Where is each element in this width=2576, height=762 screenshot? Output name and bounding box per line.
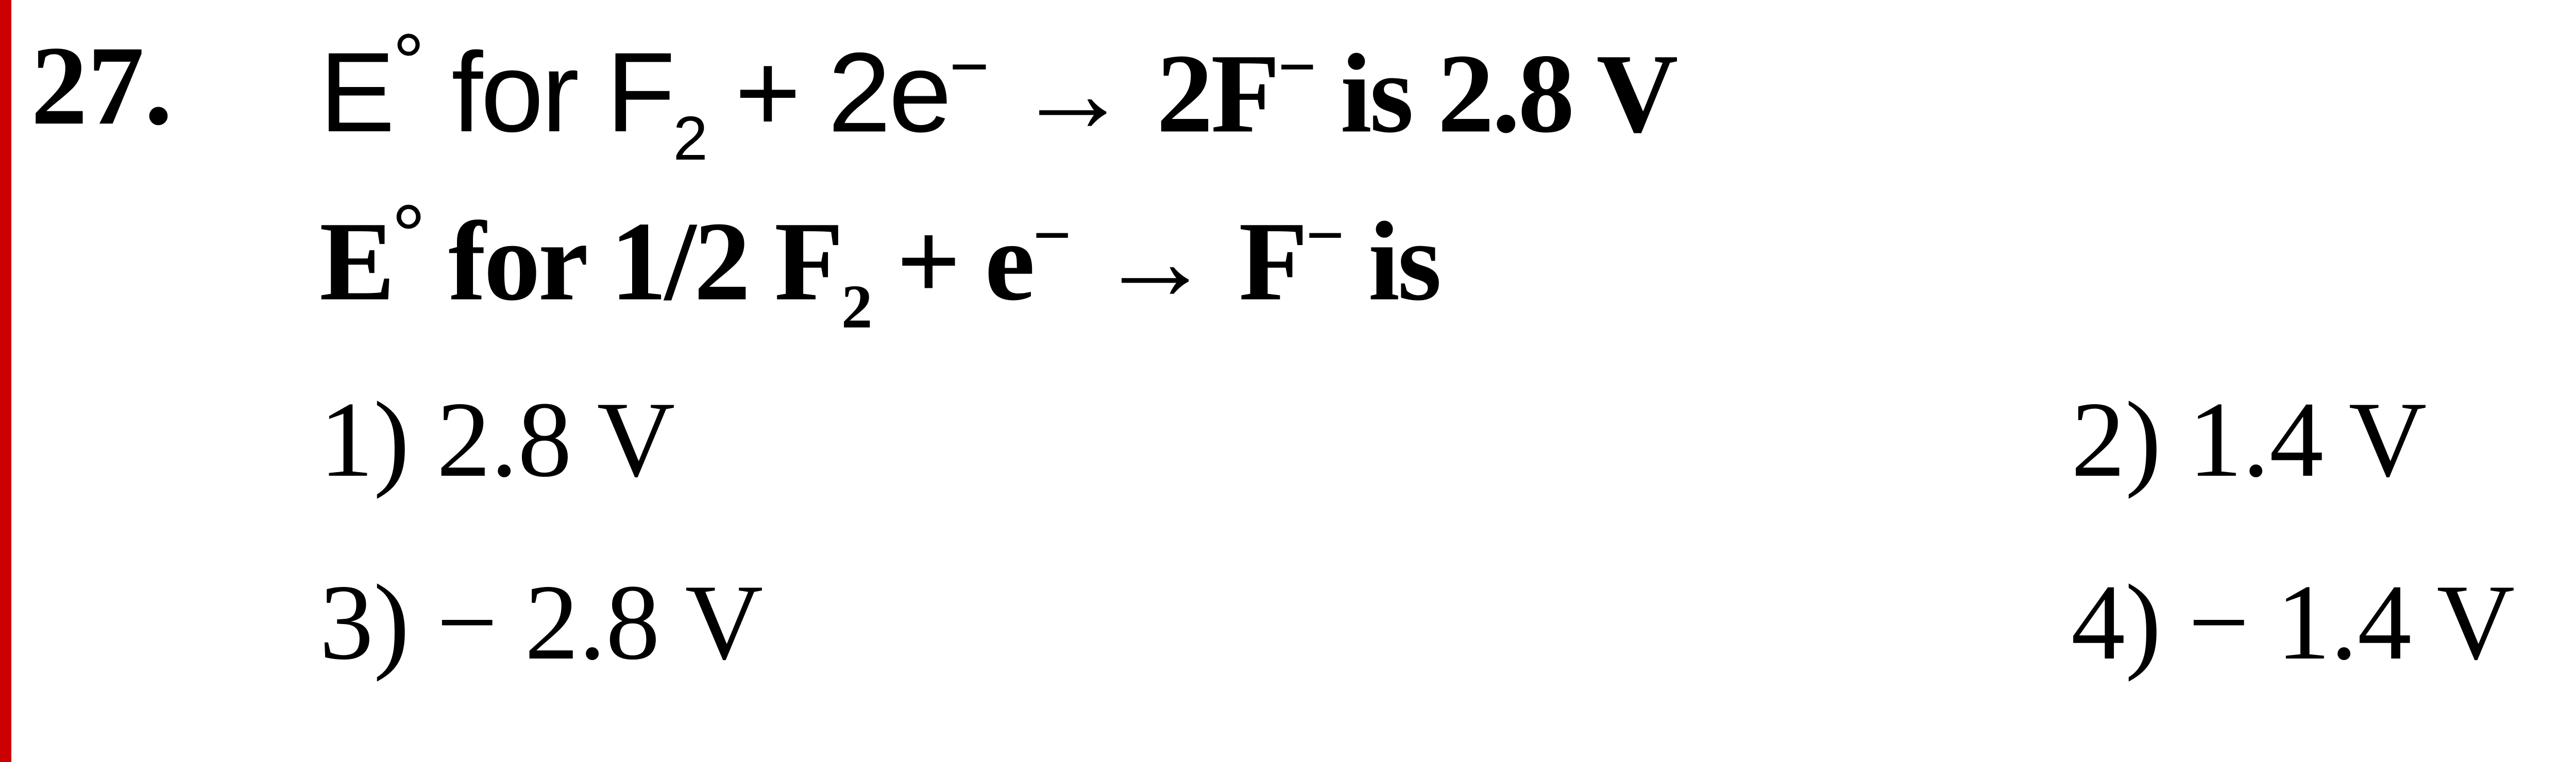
question-page: 27. E° for F2 + 2e− → 2F− is 2.8 V E° fo… bbox=[0, 0, 2576, 762]
line2-after-arrow-prefix: F bbox=[1239, 199, 1306, 324]
line1-after-arrow-sup: − bbox=[1278, 29, 1314, 105]
line2-after-arrow-sup: − bbox=[1306, 197, 1342, 273]
line1-mid: + 2e bbox=[705, 29, 949, 155]
line2-sup-minus: − bbox=[1033, 197, 1070, 273]
line2-sub-2: 2 bbox=[841, 272, 870, 341]
question-number: 27. bbox=[31, 21, 319, 151]
question-line-2-text: E° for 1/2 F2 + e− → F− is bbox=[319, 189, 1439, 338]
option-4: 4) − 1.4 V bbox=[2071, 542, 2515, 704]
question-line-2: E° for 1/2 F2 + e− → F− is bbox=[31, 189, 2576, 338]
question-line-1: 27. E° for F2 + 2e− → 2F− is 2.8 V bbox=[31, 21, 2576, 169]
line1-tail: is 2.8 V bbox=[1314, 30, 1676, 156]
line2-prefix: E bbox=[319, 199, 393, 324]
line2-mid: + e bbox=[870, 199, 1032, 324]
question-line-1-text: E° for F2 + 2e− → 2F− is 2.8 V bbox=[319, 21, 1676, 169]
options-row-1: 1) 2.8 V 2) 1.4 V bbox=[31, 359, 2576, 521]
line2-tail: is bbox=[1342, 199, 1439, 324]
option-1: 1) 2.8 V bbox=[319, 359, 2071, 521]
line1-sub-2: 2 bbox=[673, 103, 706, 173]
option-2: 2) 1.4 V bbox=[2071, 359, 2427, 521]
line1-arrow: → bbox=[987, 29, 1157, 155]
line1-sup-minus: − bbox=[950, 28, 987, 104]
question-content: 27. E° for F2 + 2e− → 2F− is 2.8 V E° fo… bbox=[31, 21, 2576, 704]
line2-degree: ° bbox=[393, 187, 422, 275]
line2-arrow: → bbox=[1069, 197, 1239, 324]
option-3: 3) − 2.8 V bbox=[319, 542, 2071, 704]
line1-sans-prefix: E° for F bbox=[319, 29, 673, 155]
left-margin-rule bbox=[0, 0, 11, 762]
line1-after-arrow-prefix: 2F bbox=[1157, 30, 1278, 156]
line2-for: for 1/2 F bbox=[422, 199, 841, 324]
options-row-2: 3) − 2.8 V 4) − 1.4 V bbox=[31, 542, 2576, 704]
